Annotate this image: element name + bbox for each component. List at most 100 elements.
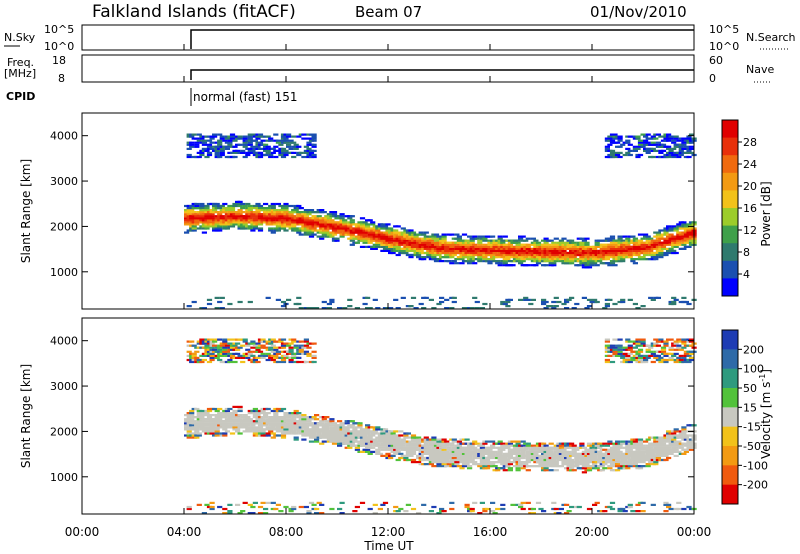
heatmap-cell: [571, 245, 577, 248]
heatmap-cell: [497, 440, 503, 443]
heatmap-cell: [250, 340, 256, 343]
heatmap-cell: [196, 503, 202, 506]
heatmap-cell: [275, 225, 281, 228]
heatmap-cell: [666, 225, 672, 228]
heatmap-cell: [196, 434, 202, 437]
heatmap-cell: [604, 145, 610, 148]
heatmap-cell: [666, 147, 672, 150]
heatmap-cell: [479, 446, 485, 449]
heatmap-cell: [237, 432, 243, 435]
sky-right-tick-bottom: 10^0: [709, 40, 739, 53]
heatmap-cell: [232, 405, 238, 408]
heatmap-cell: [668, 346, 674, 349]
heatmap-cell: [615, 458, 621, 462]
heatmap-cell: [224, 147, 230, 150]
heatmap-cell: [571, 258, 577, 261]
heatmap-cell: [477, 465, 483, 468]
heatmap-cell: [237, 300, 243, 304]
heatmap-cell: [229, 207, 236, 210]
heatmap-cell: [316, 432, 322, 435]
heatmap-cell: [566, 456, 572, 460]
heatmap-cell: [222, 352, 228, 355]
heatmap-cell: [268, 430, 274, 433]
heatmap-cell: [354, 241, 360, 244]
heatmap-cell: [245, 416, 251, 419]
heatmap-cell: [199, 202, 205, 206]
heatmap-cell: [303, 145, 309, 148]
heatmap-cell: [400, 296, 406, 299]
heatmap-cell: [569, 262, 575, 265]
heatmap-cell: [252, 428, 258, 431]
heatmap-cell: [671, 438, 677, 441]
heatmap-cell: [398, 434, 404, 437]
heatmap-cell: [367, 436, 373, 439]
heatmap-cell: [222, 412, 228, 415]
heatmap-cell: [428, 298, 434, 301]
heatmap-cell: [571, 461, 577, 464]
heatmap-cell: [548, 249, 554, 252]
heatmap-cell: [288, 139, 294, 142]
heatmap-cell: [232, 412, 238, 415]
heatmap-cell: [377, 446, 383, 449]
heatmap-cell: [464, 461, 470, 464]
heatmap-cell: [237, 409, 243, 413]
heatmap-cell: [558, 446, 564, 449]
heatmap-cell: [637, 350, 644, 353]
heatmap-cell: [204, 207, 210, 210]
heatmap-cell: [194, 141, 200, 144]
heatmap-cell: [247, 227, 253, 230]
heatmap-cell: [490, 452, 496, 455]
freq-left-label-2: [MHz]: [4, 67, 36, 80]
heatmap-cell: [209, 414, 215, 417]
heatmap-cell: [444, 444, 450, 447]
heatmap-cell: [311, 227, 317, 230]
heatmap-cell: [507, 256, 513, 259]
heatmap-cell: [242, 155, 248, 159]
heatmap-cell: [627, 143, 633, 146]
heatmap-cell: [311, 135, 317, 138]
heatmap-cell: [298, 348, 304, 351]
heatmap-cell: [574, 302, 580, 306]
heatmap-cell: [288, 350, 294, 353]
heatmap-cell: [648, 143, 654, 146]
heatmap-cell: [298, 350, 304, 353]
heatmap-cell: [464, 505, 470, 509]
heatmap-cell: [206, 143, 213, 146]
heatmap-cell: [229, 432, 236, 435]
heatmap-cell: [196, 418, 202, 421]
heatmap-cell: [393, 505, 399, 509]
heatmap-cell: [444, 458, 450, 462]
heatmap-cell: [673, 507, 679, 511]
heatmap-cell: [648, 354, 654, 357]
heatmap-cell: [410, 461, 417, 464]
heatmap-cell: [490, 258, 496, 261]
heatmap-cell: [303, 426, 309, 429]
heatmap-cell: [663, 137, 669, 140]
heatmap-cell: [189, 340, 195, 343]
heatmap-cell: [635, 338, 641, 341]
heatmap-cell: [507, 469, 513, 472]
heatmap-cell: [548, 446, 554, 449]
heatmap-cell: [280, 151, 287, 154]
sky-left-tick-bottom: 10^0: [44, 40, 74, 53]
heatmap-cell: [247, 219, 253, 222]
heatmap-cell: [329, 219, 335, 222]
heatmap-cell: [612, 350, 618, 353]
heatmap-cell: [625, 243, 631, 246]
heatmap-cell: [648, 452, 654, 455]
heatmap-cell: [492, 450, 498, 453]
heatmap-cell: [673, 454, 679, 457]
heatmap-cell: [467, 467, 473, 470]
heatmap-cell: [189, 209, 195, 212]
heatmap-cell: [219, 137, 225, 140]
heatmap-cell: [201, 141, 207, 144]
heatmap-cell: [627, 348, 633, 351]
heatmap-cell: [247, 135, 253, 138]
heatmap-cell: [553, 237, 559, 240]
heatmap-cell: [423, 245, 429, 248]
heatmap-cell: [263, 215, 269, 218]
heatmap-cell: [490, 440, 496, 443]
heatmap-cell: [382, 428, 389, 431]
heatmap-cell: [589, 256, 595, 259]
heatmap-cell: [581, 260, 587, 263]
